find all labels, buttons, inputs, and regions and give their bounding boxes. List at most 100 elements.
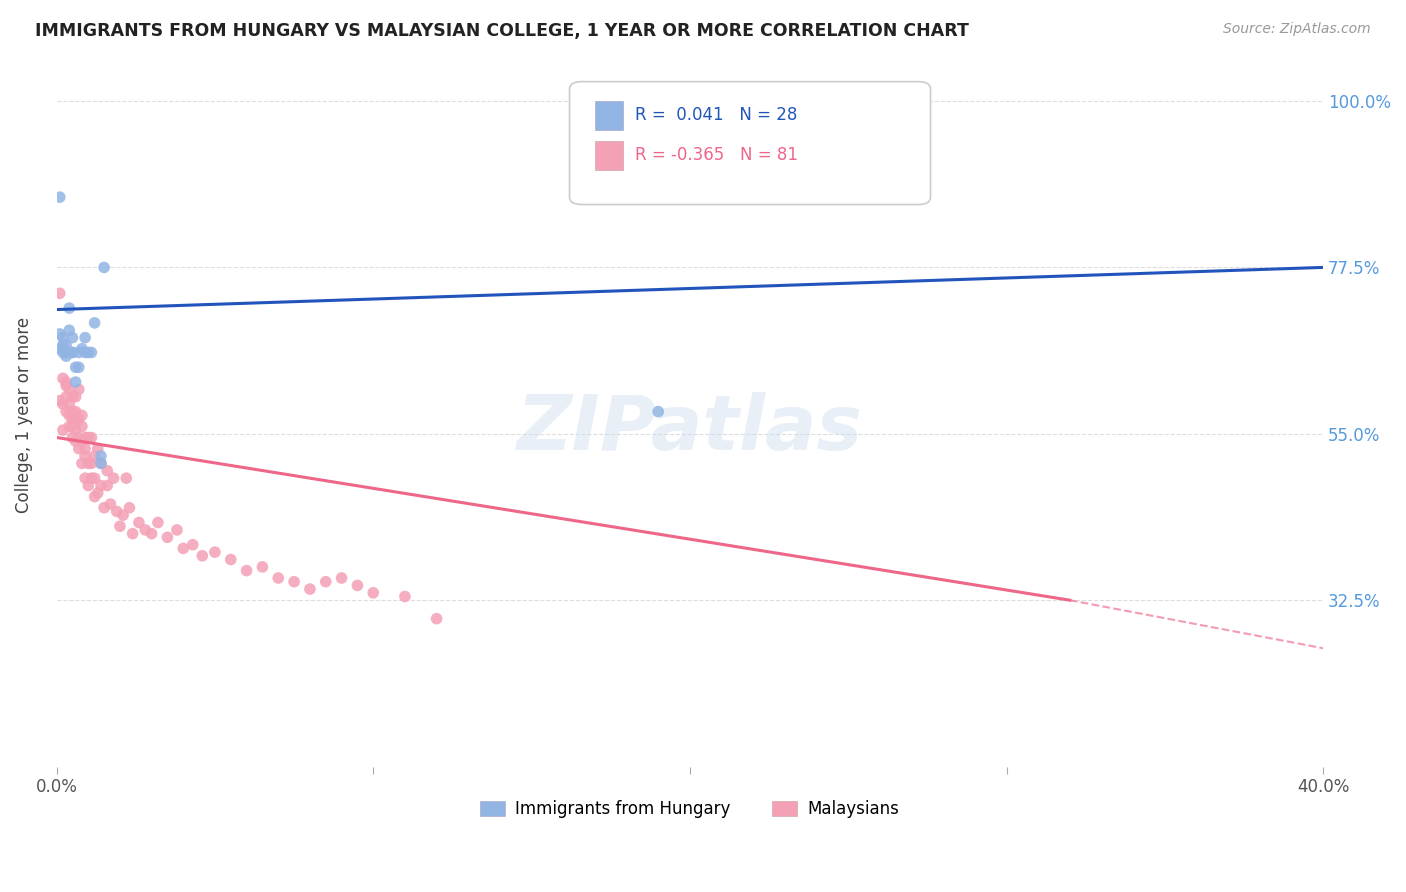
Point (80, 345, 103, 359)
Point (70, 342, 93, 356)
Point (77, 430, 100, 444)
Point (55, 338, 77, 352)
Point (62, 331, 84, 345)
Point (52, 338, 75, 352)
Point (70, 434, 93, 449)
Point (83, 471, 105, 485)
Point (108, 519, 131, 533)
Point (93, 260, 115, 275)
Point (96, 464, 118, 478)
Point (283, 574, 305, 589)
Point (55, 378, 77, 392)
Point (103, 471, 125, 485)
Point (96, 478, 118, 492)
Point (121, 526, 143, 541)
Point (55, 345, 77, 359)
Point (90, 478, 112, 492)
Point (83, 490, 105, 504)
Point (55, 375, 77, 389)
Point (58, 409, 80, 423)
Point (191, 549, 214, 563)
Point (252, 560, 274, 574)
Point (62, 345, 84, 359)
Point (62, 345, 84, 359)
Point (70, 409, 93, 423)
Point (52, 331, 75, 345)
Point (67, 383, 90, 397)
Point (65, 416, 87, 430)
Point (267, 571, 290, 585)
Point (65, 360, 87, 375)
Point (77, 456, 100, 470)
Point (128, 516, 150, 530)
Point (80, 456, 103, 470)
Point (156, 530, 179, 544)
Point (181, 538, 204, 552)
Point (80, 430, 103, 444)
Point (70, 419, 93, 434)
Point (52, 423, 75, 437)
Point (65, 434, 87, 449)
Point (58, 301, 80, 315)
Point (49, 326, 72, 341)
Point (93, 500, 115, 515)
Legend: Immigrants from Hungary, Malaysians: Immigrants from Hungary, Malaysians (474, 794, 905, 825)
FancyBboxPatch shape (595, 141, 623, 170)
Point (70, 456, 93, 470)
Point (87, 442, 110, 456)
Point (55, 349, 77, 363)
FancyBboxPatch shape (595, 101, 623, 130)
Text: R = -0.365   N = 81: R = -0.365 N = 81 (636, 146, 799, 164)
Point (77, 345, 100, 359)
Point (647, 404, 669, 418)
Point (90, 449, 112, 463)
Point (75, 449, 97, 463)
Point (298, 582, 321, 596)
Point (58, 383, 80, 397)
Point (65, 390, 87, 404)
Point (146, 516, 169, 530)
Point (65, 404, 87, 418)
Point (62, 430, 84, 444)
Point (58, 323, 80, 337)
Point (172, 541, 194, 556)
Point (394, 590, 416, 604)
Point (90, 456, 112, 470)
Point (49, 286, 72, 301)
Point (75, 442, 97, 456)
Text: ZIPatlas: ZIPatlas (517, 392, 863, 467)
Point (105, 504, 128, 518)
Point (87, 486, 110, 500)
Point (67, 345, 90, 359)
Point (118, 500, 141, 515)
Point (65, 423, 87, 437)
Point (75, 430, 97, 444)
Point (426, 612, 449, 626)
Point (62, 412, 84, 426)
Point (55, 390, 77, 404)
Point (75, 471, 97, 485)
Point (52, 345, 75, 359)
Point (134, 523, 156, 537)
Point (67, 360, 90, 375)
Point (65, 375, 87, 389)
Point (49, 190, 72, 204)
Text: IMMIGRANTS FROM HUNGARY VS MALAYSIAN COLLEGE, 1 YEAR OR MORE CORRELATION CHART: IMMIGRANTS FROM HUNGARY VS MALAYSIAN COL… (35, 22, 969, 40)
Point (67, 430, 90, 444)
Point (75, 331, 97, 345)
Y-axis label: College, 1 year or more: College, 1 year or more (15, 318, 32, 514)
Point (49, 342, 72, 356)
Point (80, 471, 103, 485)
Point (77, 478, 100, 492)
Text: R =  0.041   N = 28: R = 0.041 N = 28 (636, 106, 797, 124)
FancyBboxPatch shape (569, 82, 931, 204)
Point (90, 456, 112, 470)
Text: Source: ZipAtlas.com: Source: ZipAtlas.com (1223, 22, 1371, 37)
Point (166, 523, 188, 537)
Point (58, 419, 80, 434)
Point (62, 419, 84, 434)
Point (83, 316, 105, 330)
Point (100, 497, 122, 511)
Point (67, 412, 90, 426)
Point (219, 552, 242, 566)
